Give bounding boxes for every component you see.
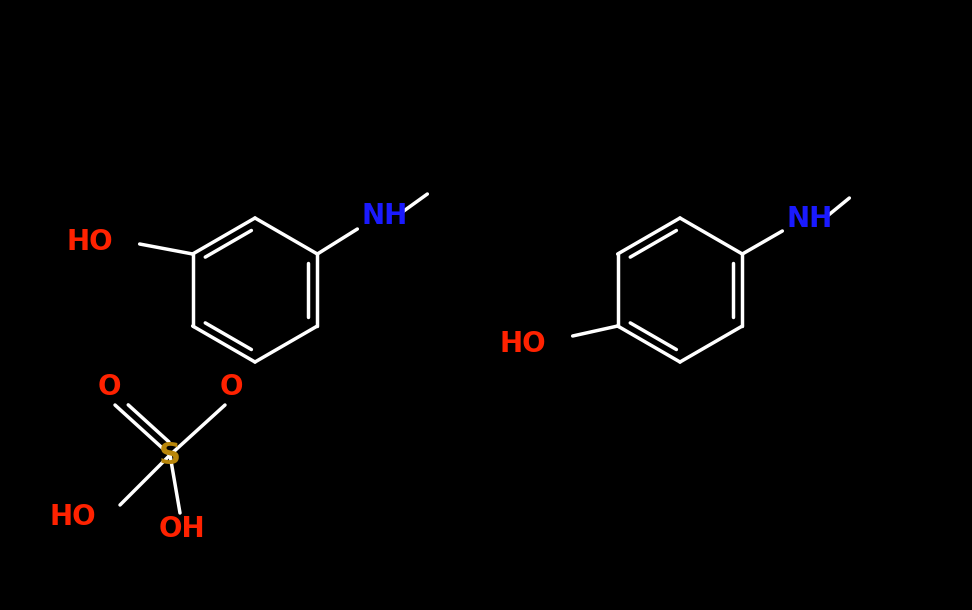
Text: HO: HO xyxy=(66,228,113,256)
Text: O: O xyxy=(220,373,243,401)
Text: NH: NH xyxy=(362,202,407,230)
Text: HO: HO xyxy=(499,330,545,358)
Text: O: O xyxy=(97,373,121,401)
Text: NH: NH xyxy=(786,205,832,233)
Text: OH: OH xyxy=(158,515,205,543)
Text: S: S xyxy=(159,440,181,470)
Text: HO: HO xyxy=(50,503,96,531)
